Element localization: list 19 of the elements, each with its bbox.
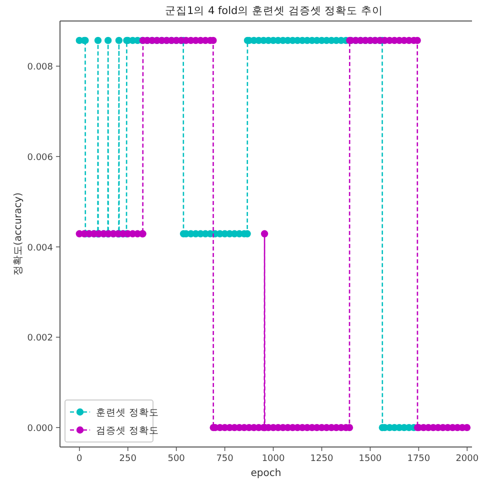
x-tick-label: 500 — [168, 454, 186, 464]
x-tick-label: 750 — [216, 454, 234, 464]
y-axis-title: 정확도(accuracy) — [13, 192, 24, 276]
y-tick-label: 0.004 — [27, 243, 54, 254]
y-tick-label: 0.002 — [27, 334, 53, 344]
x-tick-label: 1250 — [310, 454, 334, 464]
y-tick-label: 0.008 — [27, 62, 54, 73]
x-tick-label: 1750 — [407, 454, 430, 464]
y-tick-label: 0.006 — [27, 153, 54, 164]
y-tick-label: 0.000 — [27, 424, 54, 434]
x-axis-title: epoch — [250, 468, 282, 479]
x-tick-label: 0 — [76, 454, 83, 464]
legend-label: 훈련셋 정확도 — [96, 408, 160, 418]
x-tick-label: 2000 — [456, 454, 479, 464]
x-tick-label: 1500 — [358, 454, 382, 464]
legend-label: 검증셋 정확도 — [96, 426, 160, 436]
chart-title: 군집1의 4 fold의 훈련셋 검증셋 정확도 추이 — [164, 5, 384, 17]
x-tick-label: 250 — [119, 454, 137, 464]
x-tick-label: 1000 — [262, 454, 285, 464]
